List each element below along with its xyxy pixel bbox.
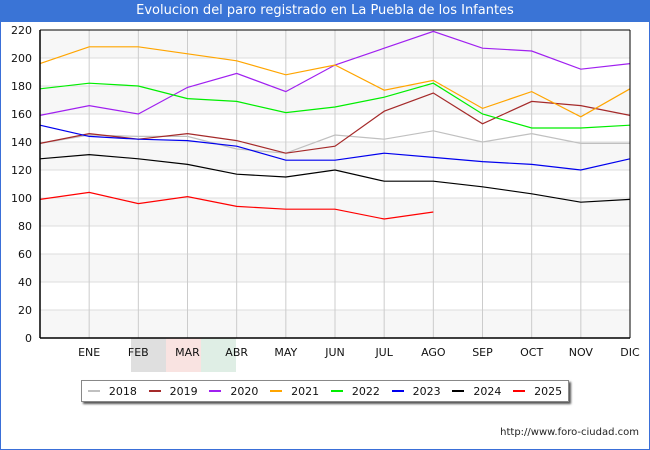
x-tick-label: JUL (374, 346, 393, 359)
x-tick-label: MAR (175, 346, 200, 359)
x-tick-label: AGO (421, 346, 446, 359)
legend-swatch (148, 390, 161, 392)
x-tick-label: SEP (472, 346, 493, 359)
y-tick-label: 120 (11, 164, 32, 177)
legend-label: 2025 (534, 384, 563, 398)
y-tick-label: 60 (18, 248, 32, 261)
y-tick-label: 220 (11, 24, 32, 37)
legend-label: 2024 (473, 384, 502, 398)
y-tick-label: 140 (11, 136, 32, 149)
x-tick-label: FEB (128, 346, 149, 359)
grid-lines (40, 30, 630, 338)
legend-swatch (513, 390, 526, 392)
legend: 2018 2019 2020 2021 2022 2023 2024 2025 (81, 380, 569, 402)
legend-swatch (391, 390, 404, 392)
legend-label: 2020 (230, 384, 259, 398)
x-axis-ticks: ENE FEB MAR ABR MAY JUN JUL AGO SEP OCT NOV DIC (78, 346, 640, 359)
x-tick-label: JUN (324, 346, 345, 359)
x-tick-label: MAY (274, 346, 297, 359)
flag-watermark (131, 338, 236, 372)
legend-label: 2022 (351, 384, 380, 398)
y-tick-label: 100 (11, 192, 32, 205)
legend-item-2021: 2021 (270, 385, 319, 398)
legend-label: 2018 (108, 384, 137, 398)
axes (39, 29, 631, 339)
series-lines (39, 30, 631, 220)
legend-item-2018: 2018 (87, 384, 137, 398)
legend-label: 2019 (169, 384, 198, 398)
legend-swatch (452, 390, 465, 392)
y-tick-label: 160 (11, 108, 32, 121)
y-tick-label: 80 (18, 220, 32, 233)
legend-label: 2023 (412, 384, 441, 398)
x-tick-label: ABR (225, 346, 248, 359)
legend-item-2019: 2019 (148, 384, 198, 398)
legend-item-2024: 2024 (452, 385, 501, 398)
y-tick-label: 20 (18, 304, 32, 317)
source-url[interactable]: http://www.foro-ciudad.com (500, 427, 639, 438)
legend-swatch (209, 390, 222, 392)
x-tick-label: ENE (78, 346, 100, 359)
x-tick-label: DIC (620, 346, 640, 359)
legend-item-2023: 2023 (391, 384, 441, 398)
y-tick-label: 0 (25, 332, 32, 345)
legend-swatch (270, 390, 283, 392)
y-tick-label: 200 (11, 52, 32, 65)
x-tick-label: OCT (520, 346, 543, 359)
legend-item-2022: 2022 (330, 384, 380, 398)
x-tick-label: NOV (569, 346, 594, 359)
series-line-2025 (39, 191, 434, 220)
legend-swatch (87, 390, 100, 392)
legend-item-2025: 2025 (513, 385, 562, 398)
legend-item-2020: 2020 (209, 385, 258, 398)
legend-label: 2021 (291, 384, 320, 398)
line-chart: 0 20 40 60 80 100 120 140 160 180 200 220 ENE FEB MAR… (11, 24, 640, 372)
y-tick-label: 40 (18, 276, 32, 289)
y-tick-label: 180 (11, 80, 32, 93)
legend-swatch (330, 390, 343, 392)
chart-title: Evolucion del paro registrado en La Pueb… (0, 0, 650, 22)
y-axis-ticks: 0 20 40 60 80 100 120 140 160 180 200 220 (11, 24, 32, 345)
